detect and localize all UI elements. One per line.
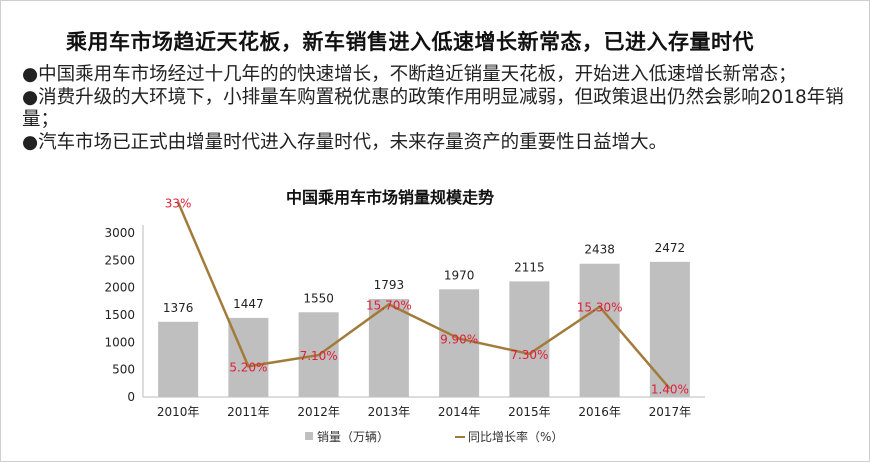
bar-data-label: 2472	[655, 241, 686, 255]
bar	[158, 321, 199, 397]
x-tick-label: 2011年	[227, 405, 270, 419]
line-data-label: 15.30%	[577, 301, 623, 315]
bar	[579, 263, 620, 397]
bullet-list: ●中国乘用车市场经过十几年的的快速增长，不断趋近销量天花板，开始进入低速增长新常…	[22, 64, 856, 154]
bar-data-label: 2438	[584, 243, 615, 257]
x-tick-label: 2014年	[438, 405, 481, 419]
legend-line-label: 同比增长率（%）	[468, 429, 563, 444]
bar-data-label: 1970	[444, 268, 475, 282]
line-data-label: 5.20%	[229, 360, 267, 374]
bar-data-label: 1550	[303, 291, 334, 305]
y-tick-label: 1500	[104, 308, 135, 322]
x-tick-label: 2016年	[578, 405, 621, 419]
y-tick-label: 500	[112, 363, 135, 377]
legend-bar-swatch	[305, 432, 313, 440]
x-tick-label: 2017年	[649, 405, 692, 419]
line-data-label: 33%	[165, 196, 192, 210]
bar-data-label: 1793	[374, 278, 405, 292]
line-data-label: 7.30%	[510, 348, 548, 362]
bar	[439, 289, 480, 397]
y-tick-label: 2000	[104, 281, 135, 295]
x-tick-label: 2015年	[508, 405, 551, 419]
bullet-item: ●消费升级的大环境下，小排量车购置税优惠的政策作用明显减弱，但政策退出仍然会影响…	[22, 86, 844, 131]
y-tick-label: 2500	[104, 253, 135, 267]
bar-data-label: 1376	[163, 301, 194, 315]
bullet-item: ●中国乘用车市场经过十几年的的快速增长，不断趋近销量天花板，开始进入低速增长新常…	[22, 64, 797, 85]
bar-data-label: 1447	[233, 297, 264, 311]
slide-title: 乘用车市场趋近天花板，新车销售进入低速增长新常态，已进入存量时代	[66, 30, 754, 54]
line-data-label: 15.70%	[366, 298, 412, 312]
line-data-label: 7.10%	[300, 349, 338, 363]
bar	[649, 261, 690, 397]
bullet-item: ●汽车市场已正式由增量时代进入存量时代，未来存量资产的重要性日益增大。	[22, 131, 668, 153]
line-data-label: 9.90%	[440, 333, 478, 347]
x-tick-label: 2010年	[157, 405, 200, 419]
bar-data-label: 2115	[514, 260, 545, 274]
growth-line	[176, 201, 671, 390]
bar	[509, 281, 550, 397]
line-data-label: 1.40%	[651, 383, 689, 397]
y-tick-label: 0	[127, 390, 135, 404]
bar	[228, 317, 269, 397]
x-tick-label: 2013年	[368, 405, 411, 419]
x-tick-label: 2012年	[297, 405, 340, 419]
legend-bar-label: 销量（万辆）	[317, 430, 389, 444]
y-tick-label: 3000	[104, 226, 135, 240]
chart-title: 中国乘用车市场销量规模走势	[286, 188, 494, 207]
y-tick-label: 1000	[104, 335, 135, 349]
